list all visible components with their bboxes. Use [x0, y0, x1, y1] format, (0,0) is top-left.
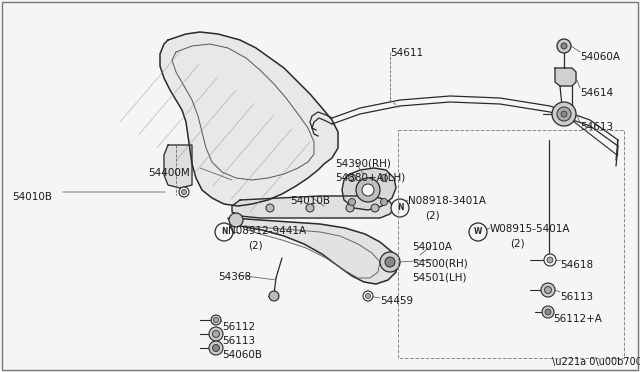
Bar: [398, 130, 624, 358]
Circle shape: [545, 309, 551, 315]
Circle shape: [212, 330, 220, 337]
Text: 54060A: 54060A: [580, 52, 620, 62]
Text: (2): (2): [425, 210, 440, 220]
Circle shape: [209, 341, 223, 355]
Text: N08918-3401A: N08918-3401A: [408, 196, 486, 206]
Text: 56112: 56112: [222, 322, 255, 332]
Text: 54618: 54618: [560, 260, 593, 270]
Text: 54400M: 54400M: [148, 168, 189, 178]
Text: 54501(LH): 54501(LH): [412, 272, 467, 282]
Circle shape: [211, 315, 221, 325]
Circle shape: [215, 223, 233, 241]
Circle shape: [542, 306, 554, 318]
Circle shape: [349, 199, 355, 205]
Circle shape: [363, 291, 373, 301]
Text: W08915-5401A: W08915-5401A: [490, 224, 570, 234]
Polygon shape: [232, 196, 394, 218]
Text: N: N: [221, 228, 227, 237]
Circle shape: [547, 257, 553, 263]
Circle shape: [381, 174, 387, 182]
Circle shape: [557, 39, 571, 53]
Text: (2): (2): [510, 238, 525, 248]
Text: 54010B: 54010B: [12, 192, 52, 202]
Circle shape: [371, 204, 379, 212]
Polygon shape: [342, 168, 396, 210]
Circle shape: [266, 204, 274, 212]
Text: 54380+A(LH): 54380+A(LH): [335, 172, 405, 182]
Text: 56113: 56113: [560, 292, 593, 302]
Circle shape: [209, 327, 223, 341]
Polygon shape: [555, 68, 576, 86]
Text: 56112+A: 56112+A: [553, 314, 602, 324]
Text: 54614: 54614: [580, 88, 613, 98]
Circle shape: [306, 204, 314, 212]
Circle shape: [214, 317, 218, 323]
Circle shape: [469, 223, 487, 241]
Circle shape: [557, 107, 571, 121]
Circle shape: [182, 189, 186, 195]
Text: 54390(RH): 54390(RH): [335, 158, 391, 168]
Circle shape: [356, 178, 380, 202]
Circle shape: [385, 257, 395, 267]
Circle shape: [391, 199, 409, 217]
Circle shape: [561, 111, 567, 117]
Circle shape: [362, 184, 374, 196]
Circle shape: [349, 174, 355, 182]
Text: 54060B: 54060B: [222, 350, 262, 360]
Circle shape: [545, 286, 552, 294]
Circle shape: [544, 254, 556, 266]
Text: N: N: [397, 203, 403, 212]
Text: 54459: 54459: [380, 296, 413, 306]
Text: 54613: 54613: [580, 122, 613, 132]
Text: 54010B: 54010B: [290, 196, 330, 206]
Polygon shape: [164, 145, 192, 188]
Circle shape: [229, 213, 243, 227]
Text: (2): (2): [248, 240, 262, 250]
Circle shape: [212, 344, 220, 352]
Text: 54611: 54611: [390, 48, 423, 58]
Circle shape: [346, 204, 354, 212]
Text: 54368: 54368: [218, 272, 251, 282]
Text: 54010A: 54010A: [412, 242, 452, 252]
Circle shape: [380, 252, 400, 272]
Circle shape: [381, 199, 387, 205]
Circle shape: [552, 102, 576, 126]
Text: N08912-9441A: N08912-9441A: [228, 226, 306, 236]
Polygon shape: [228, 218, 398, 284]
Circle shape: [179, 187, 189, 197]
Circle shape: [541, 283, 555, 297]
Polygon shape: [160, 32, 338, 206]
Text: \u221a 0\u00b7000: \u221a 0\u00b7000: [552, 357, 640, 367]
Circle shape: [365, 294, 371, 298]
Text: 56113: 56113: [222, 336, 255, 346]
Circle shape: [269, 291, 279, 301]
Text: 54500(RH): 54500(RH): [412, 258, 468, 268]
Text: W: W: [474, 228, 482, 237]
Circle shape: [561, 43, 567, 49]
